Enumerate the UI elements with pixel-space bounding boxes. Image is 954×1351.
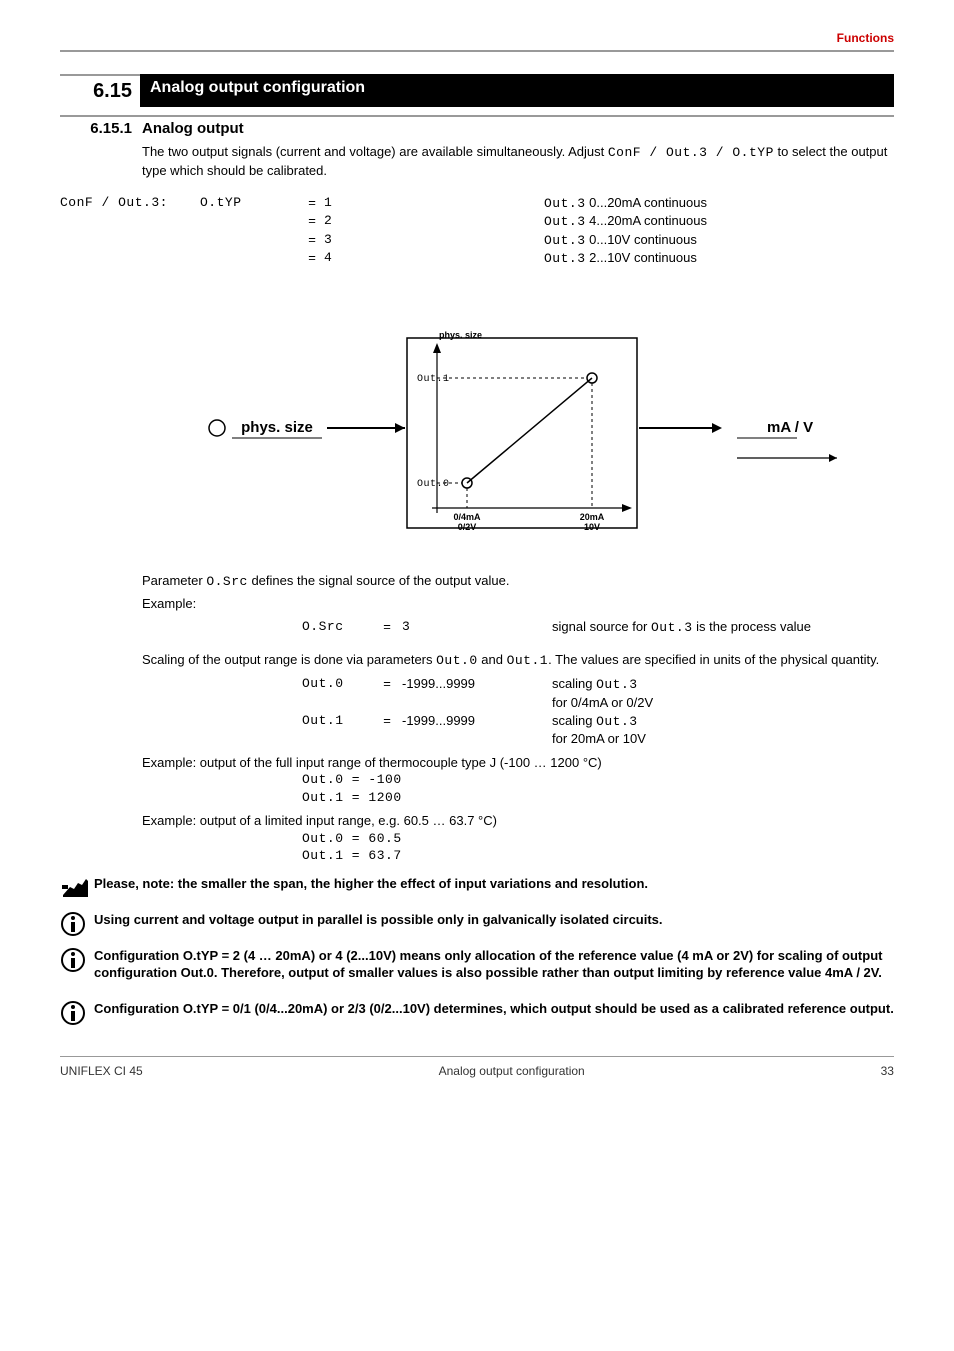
ex1-label: Example: output of the full input range …	[142, 754, 894, 772]
hand-icon	[60, 875, 90, 901]
cfg-eq: =	[300, 212, 324, 231]
diagram-x-left2: 0/2V	[458, 522, 477, 532]
scale-p: Out.1	[302, 712, 372, 748]
section-title: Analog output configuration	[140, 74, 894, 107]
scaling-intro-b: and	[478, 652, 507, 667]
intro-paragraph: The two output signals (current and volt…	[142, 143, 894, 179]
ex2-l1: Out.0 = 60.5	[302, 830, 894, 848]
src-row-param: O.Src	[302, 618, 372, 637]
note-1-text: Please, note: the smaller the span, the …	[94, 875, 894, 893]
src-param-line: Parameter O.Src defines the signal sourc…	[142, 572, 894, 591]
note-2: Using current and voltage output in para…	[60, 911, 894, 937]
scaling-intro: Scaling of the output range is done via …	[142, 651, 894, 670]
scale-eq: =	[372, 675, 402, 711]
scale-dcode: Out.3	[596, 677, 638, 692]
cfg-eq: =	[300, 194, 324, 213]
cfg-path: ConF / Out.3:	[60, 194, 200, 213]
cfg-eq: =	[300, 231, 324, 250]
src-row-devcode: Out.3	[651, 620, 693, 635]
diagram-right-label: mA / V	[767, 419, 813, 436]
cfg-desc: 0...20mA continuous	[589, 195, 707, 210]
note-4-text: Configuration O.tYP = 0/1 (0/4...20mA) o…	[94, 1000, 894, 1018]
cfg-val: 2	[324, 212, 364, 231]
cfg-dev: Out.3	[544, 214, 586, 229]
scale-rng: -1999...9999	[402, 675, 552, 711]
scaling-code2: Out.1	[507, 653, 549, 668]
scale-eq: =	[372, 712, 402, 748]
example-1: Example: output of the full input range …	[142, 754, 894, 807]
src-text-a: Parameter	[142, 573, 206, 588]
header-rule	[60, 50, 894, 52]
cfg-desc: 2...10V continuous	[589, 250, 697, 265]
src-row-desc2: is the process value	[693, 619, 812, 634]
scaling-code1: Out.0	[436, 653, 478, 668]
diagram-x-right1: 20mA	[580, 512, 605, 522]
cfg-val: 1	[324, 194, 364, 213]
cfg-eq: =	[300, 249, 324, 268]
cfg-dev: Out.3	[544, 233, 586, 248]
footer-right: 33	[881, 1063, 894, 1079]
scale-p: Out.0	[302, 675, 372, 711]
note-3-text: Configuration O.tYP = 2 (4 … 20mA) or 4 …	[94, 947, 894, 982]
ex2-l2: Out.1 = 63.7	[302, 847, 894, 865]
diagram-y-bot: Out.0	[417, 479, 450, 490]
cfg-desc: 0...10V continuous	[589, 232, 697, 247]
config-table: ConF / Out.3: O.tYP = 1 Out.3 0...20mA c…	[60, 194, 894, 268]
page-footer: UNIFLEX CI 45 Analog output configuratio…	[60, 1056, 894, 1079]
cfg-param: O.tYP	[200, 194, 300, 213]
cfg-val: 4	[324, 249, 364, 268]
intro-code: ConF / Out.3 / O.tYP	[608, 145, 774, 160]
diagram-x-left1: 0/4mA	[453, 512, 481, 522]
note-3: Configuration O.tYP = 2 (4 … 20mA) or 4 …	[60, 947, 894, 982]
src-code: O.Src	[206, 574, 248, 589]
diagram-x-right2: 10V	[584, 522, 600, 532]
subsection-header: 6.15.1 Analog output	[60, 115, 894, 139]
example-2: Example: output of a limited input range…	[142, 812, 894, 865]
section-number: 6.15	[60, 74, 140, 107]
section-header: 6.15 Analog output configuration	[60, 74, 894, 107]
src-example-label: Example:	[142, 595, 894, 613]
src-row-eq: =	[372, 618, 402, 637]
header-category: Functions	[60, 30, 894, 50]
cfg-desc: 4...20mA continuous	[589, 213, 707, 228]
cfg-val: 3	[324, 231, 364, 250]
note-2-text: Using current and voltage output in para…	[94, 911, 894, 929]
subsection-title: Analog output	[140, 115, 894, 139]
footer-left: UNIFLEX CI 45	[60, 1063, 143, 1079]
footer-center: Analog output configuration	[439, 1063, 585, 1079]
diagram-y-top: Out.1	[417, 374, 450, 385]
subsection-number: 6.15.1	[60, 115, 140, 139]
scale-d1: scaling	[552, 713, 596, 728]
info-icon	[60, 1000, 86, 1026]
info-icon	[60, 911, 86, 937]
src-text-b: defines the signal source of the output …	[248, 573, 510, 588]
scale-d2: for 20mA or 10V	[552, 731, 646, 746]
src-row-desc1: signal source for	[552, 619, 651, 634]
src-row-val: 3	[402, 618, 552, 637]
diagram-left-label: phys. size	[241, 419, 313, 436]
cfg-dev: Out.3	[544, 196, 586, 211]
note-1: Please, note: the smaller the span, the …	[60, 875, 894, 901]
scaling-intro-c: . The values are specified in units of t…	[548, 652, 879, 667]
scale-d1: scaling	[552, 676, 596, 691]
scaling-intro-a: Scaling of the output range is done via …	[142, 652, 436, 667]
ex2-label: Example: output of a limited input range…	[142, 812, 894, 830]
diagram-axis-y: phys. size	[439, 330, 482, 340]
intro-text-a: The two output signals (current and volt…	[142, 144, 608, 159]
ex1-l2: Out.1 = 1200	[302, 789, 894, 807]
ex1-l1: Out.0 = -100	[302, 771, 894, 789]
info-icon	[60, 947, 86, 973]
note-4: Configuration O.tYP = 0/1 (0/4...20mA) o…	[60, 1000, 894, 1026]
scale-dcode: Out.3	[596, 714, 638, 729]
scale-rng: -1999...9999	[402, 712, 552, 748]
cfg-dev: Out.3	[544, 251, 586, 266]
scaling-diagram: phys. size phys. size Out.0 Out.1 0/4mA …	[60, 298, 894, 563]
scale-d2: for 0/4mA or 0/2V	[552, 695, 653, 710]
